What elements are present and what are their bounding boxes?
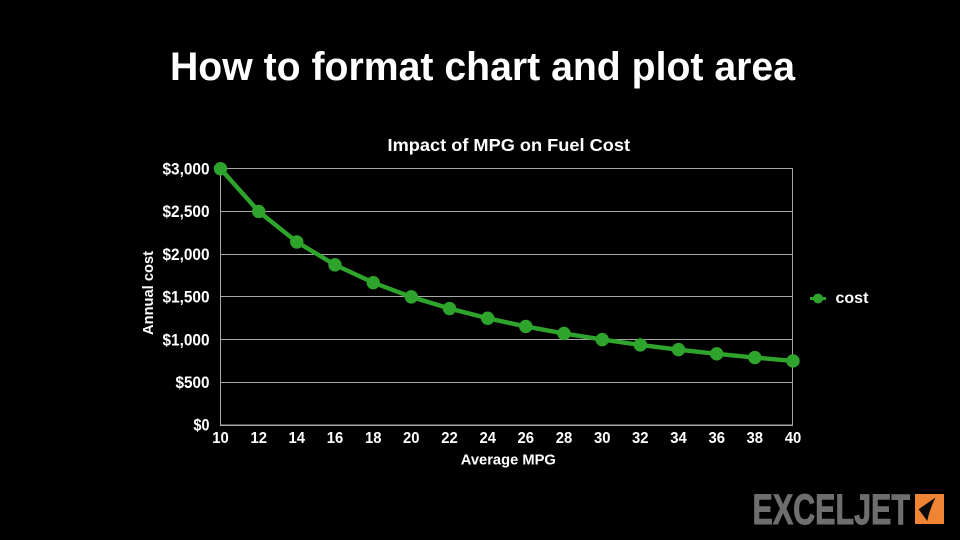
svg-text:$2,000: $2,000 bbox=[163, 245, 210, 264]
svg-text:26: 26 bbox=[518, 430, 535, 447]
svg-text:Impact of MPG on Fuel Cost: Impact of MPG on Fuel Cost bbox=[388, 135, 631, 155]
svg-text:$0: $0 bbox=[194, 416, 210, 435]
svg-text:$500: $500 bbox=[176, 373, 210, 392]
svg-text:EXCELJET: EXCELJET bbox=[753, 486, 911, 534]
svg-text:Annual cost: Annual cost bbox=[140, 251, 157, 335]
svg-text:How to format chart and plot a: How to format chart and plot area bbox=[170, 45, 796, 89]
svg-text:$2,500: $2,500 bbox=[163, 202, 210, 221]
svg-text:38: 38 bbox=[747, 430, 764, 447]
svg-text:36: 36 bbox=[708, 430, 725, 447]
svg-text:16: 16 bbox=[327, 430, 344, 447]
svg-text:$1,000: $1,000 bbox=[163, 330, 210, 349]
svg-text:34: 34 bbox=[670, 430, 687, 447]
svg-text:cost: cost bbox=[836, 290, 870, 307]
svg-text:10: 10 bbox=[212, 430, 229, 447]
svg-text:14: 14 bbox=[289, 430, 306, 447]
svg-text:30: 30 bbox=[594, 430, 611, 447]
svg-text:20: 20 bbox=[403, 430, 420, 447]
svg-text:40: 40 bbox=[785, 430, 802, 447]
svg-text:18: 18 bbox=[365, 430, 382, 447]
svg-text:Average MPG: Average MPG bbox=[461, 452, 556, 469]
svg-text:$3,000: $3,000 bbox=[163, 159, 210, 178]
svg-text:32: 32 bbox=[632, 430, 649, 447]
svg-text:$1,500: $1,500 bbox=[163, 288, 210, 307]
svg-text:28: 28 bbox=[556, 430, 573, 447]
svg-text:24: 24 bbox=[479, 430, 496, 447]
svg-text:12: 12 bbox=[250, 430, 267, 447]
svg-text:22: 22 bbox=[441, 430, 458, 447]
